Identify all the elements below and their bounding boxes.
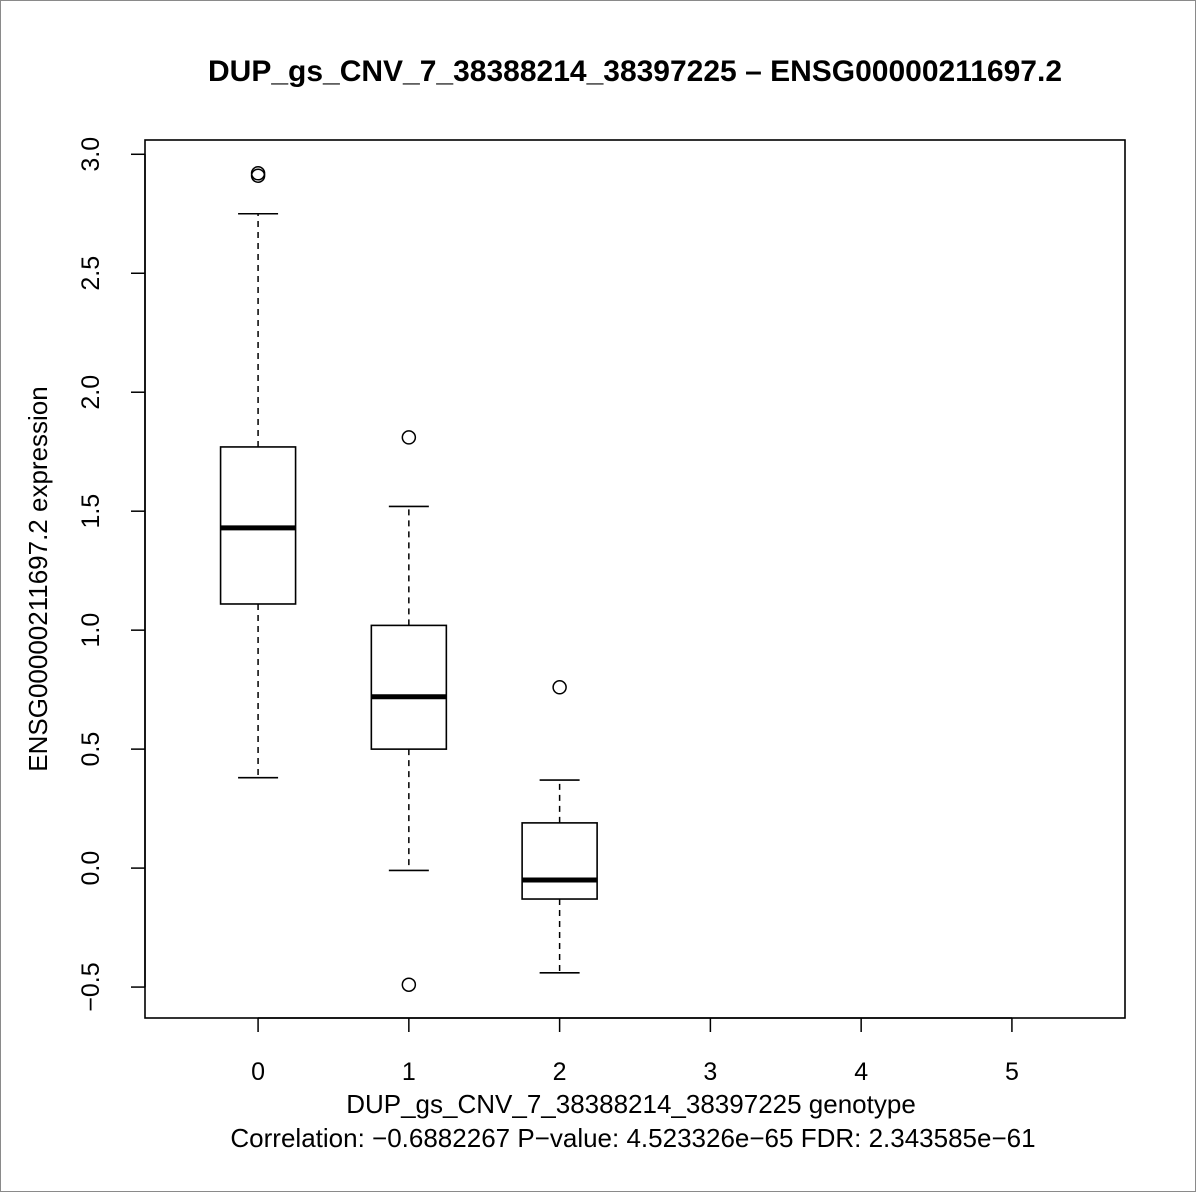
x-tick-label: 4 — [854, 1058, 868, 1086]
x-tick-label: 0 — [251, 1058, 265, 1086]
x-tick-label: 5 — [1005, 1058, 1019, 1086]
y-tick-label: 1.5 — [77, 494, 105, 529]
boxes-layer — [219, 166, 598, 992]
stats-subtitle: Correlation: −0.6882267 P−value: 4.52332… — [230, 1123, 1035, 1153]
y-axis: −0.5 0.0 0.5 1.0 1.5 2.0 2.5 3.0 — [77, 137, 146, 1012]
chart-title: DUP_gs_CNV_7_38388214_38397225 – ENSG000… — [208, 55, 1062, 88]
y-tick-label: 2.0 — [77, 375, 105, 410]
x-tick-label: 1 — [402, 1058, 416, 1086]
y-tick-label: 2.5 — [77, 256, 105, 291]
y-tick-label: 0.5 — [77, 732, 105, 767]
y-tick-label: 3.0 — [77, 137, 105, 172]
outlier-point — [401, 977, 417, 992]
x-tick-label: 2 — [553, 1058, 567, 1086]
outlier-point — [552, 680, 567, 695]
outlier-point — [401, 430, 417, 445]
y-tick-label: 1.0 — [77, 613, 105, 648]
iqr-box — [521, 822, 598, 900]
x-axis-label: DUP_gs_CNV_7_38388214_38397225 genotype — [346, 1089, 916, 1119]
y-axis-label: ENSG00000211697.2 expression — [23, 386, 53, 771]
box-group-1 — [370, 430, 448, 992]
y-tick-label: −0.5 — [77, 962, 105, 1011]
box-group-2 — [521, 680, 598, 974]
iqr-box — [370, 624, 448, 750]
y-tick-label: 0.0 — [77, 851, 105, 886]
x-tick-label: 3 — [703, 1058, 717, 1086]
x-axis: 0 1 2 3 4 5 — [251, 1017, 1019, 1086]
outlier-point — [250, 168, 266, 183]
box-group-0 — [219, 166, 297, 779]
